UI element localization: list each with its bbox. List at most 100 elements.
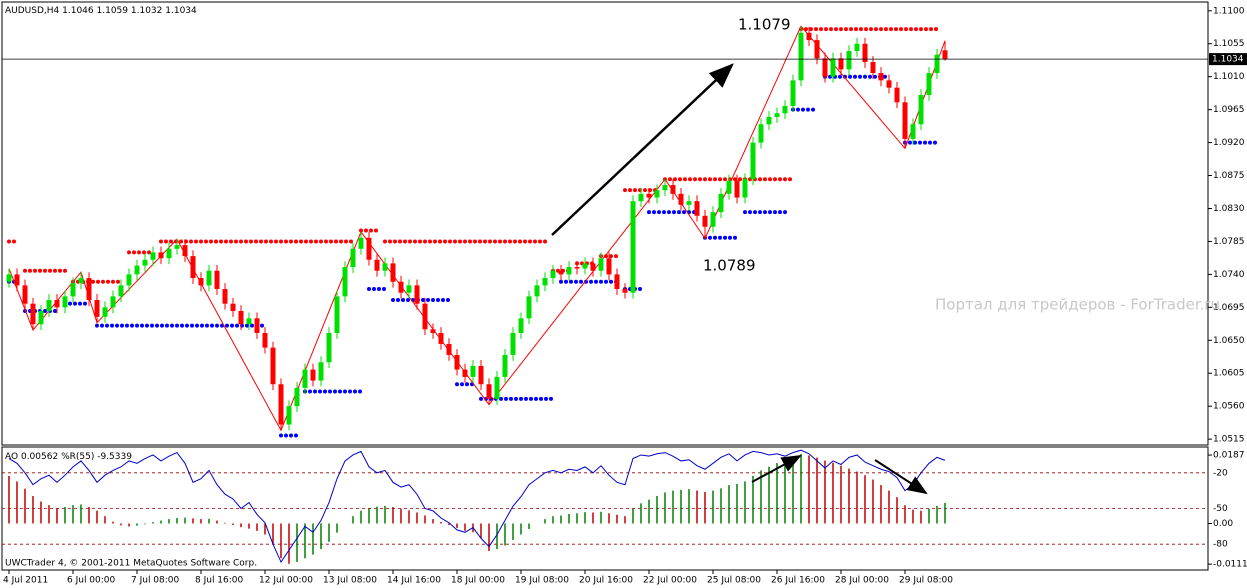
resistance-dot: [688, 177, 692, 182]
support-dot: [115, 323, 119, 328]
symbol: AUDUSD,H4: [5, 6, 60, 16]
support-dot: [73, 301, 77, 306]
resistance-dot: [433, 239, 437, 244]
support-dot: [743, 210, 747, 215]
support-dot: [843, 74, 847, 79]
resistance-dot: [879, 27, 883, 32]
support-dot: [455, 382, 459, 387]
candle-body: [174, 245, 180, 249]
resistance-dot: [909, 27, 913, 32]
resistance-dot: [768, 177, 772, 182]
support-dot: [908, 140, 912, 145]
candle-body: [214, 270, 220, 290]
resistance-dot: [783, 177, 787, 182]
resistance-dot: [53, 268, 57, 273]
support-dot: [708, 235, 712, 240]
candle-body: [414, 285, 420, 304]
support-dot: [584, 279, 588, 284]
resistance-dot: [633, 188, 637, 193]
resistance-dot: [96, 279, 100, 284]
resistance-dot: [809, 27, 813, 32]
candle-body: [110, 296, 116, 308]
resistance-dot: [643, 188, 647, 193]
support-dot: [933, 140, 937, 145]
resistance-dot: [824, 27, 828, 32]
resistance-dot: [543, 239, 547, 244]
candle-body: [382, 263, 388, 271]
support-dot: [594, 279, 598, 284]
resistance-dot: [804, 27, 808, 32]
support-dot: [638, 287, 642, 292]
support-dot: [559, 279, 563, 284]
support-dot: [391, 298, 395, 303]
resistance-dot: [388, 239, 392, 244]
candle-body: [502, 354, 508, 377]
support-dot: [713, 235, 717, 240]
resistance-dot: [339, 239, 343, 244]
support-dot: [68, 301, 72, 306]
support-dot: [289, 433, 293, 438]
resistance-dot: [839, 27, 843, 32]
support-dot: [853, 74, 857, 79]
chart-header: AUDUSD,H4 1.1046 1.1059 1.1032 1.1034: [5, 6, 197, 16]
support-dot: [928, 140, 932, 145]
candle-body: [430, 329, 436, 333]
candle-body: [462, 369, 468, 377]
y-tick-label: 1.0560: [1213, 402, 1245, 412]
y-tick-label: 0.00: [1213, 519, 1233, 529]
support-dot: [105, 323, 109, 328]
candle-body: [670, 185, 676, 194]
y-tick-label: 1.0650: [1213, 336, 1245, 346]
candle-body: [222, 289, 228, 304]
candle-body: [550, 270, 556, 279]
candle-body: [646, 193, 652, 198]
candle-body: [54, 300, 60, 308]
annotation: 1.0789: [703, 257, 756, 275]
resistance-dot: [849, 27, 853, 32]
x-tick-label: 12 Jul 00:00: [259, 576, 313, 586]
support-dot: [514, 396, 518, 401]
candle-body: [118, 285, 124, 297]
resistance-dot: [334, 239, 338, 244]
resistance-dot: [864, 27, 868, 32]
candle-body: [614, 274, 620, 290]
wpr-line: [8, 449, 946, 564]
resistance-dot: [814, 27, 818, 32]
candle-body: [854, 43, 860, 52]
resistance-dot: [488, 239, 492, 244]
support-dot: [441, 298, 445, 303]
resistance-dot: [929, 27, 933, 32]
support-dot: [260, 323, 264, 328]
resistance-dot: [214, 239, 218, 244]
resistance-dot: [698, 177, 702, 182]
support-dot: [848, 74, 852, 79]
candle-body: [878, 73, 884, 81]
support-dot: [284, 433, 288, 438]
support-dot: [145, 323, 149, 328]
candle-body: [814, 40, 820, 59]
support-dot: [796, 107, 800, 112]
candle-body: [406, 285, 412, 293]
support-dot: [509, 396, 513, 401]
x-tick-label: 25 Jul 08:00: [707, 576, 761, 586]
resistance-dot: [859, 27, 863, 32]
candle-body: [470, 365, 476, 377]
resistance-dot: [713, 177, 717, 182]
resistance-dot: [393, 239, 397, 244]
resistance-dot: [678, 177, 682, 182]
support-dot: [135, 323, 139, 328]
resistance-dot: [533, 239, 537, 244]
candle-body: [342, 267, 348, 297]
candle-body: [238, 311, 244, 325]
resistance-dot: [438, 239, 442, 244]
resistance-dot: [359, 228, 363, 233]
support-dot: [421, 298, 425, 303]
resistance-dot: [834, 27, 838, 32]
support-dot: [185, 323, 189, 328]
resistance-dot: [609, 254, 613, 259]
resistance-dot: [403, 239, 407, 244]
y2-tick-label: -20: [1213, 468, 1228, 478]
resistance-dot: [503, 239, 507, 244]
candle-body: [294, 387, 300, 407]
resistance-dot: [693, 177, 697, 182]
